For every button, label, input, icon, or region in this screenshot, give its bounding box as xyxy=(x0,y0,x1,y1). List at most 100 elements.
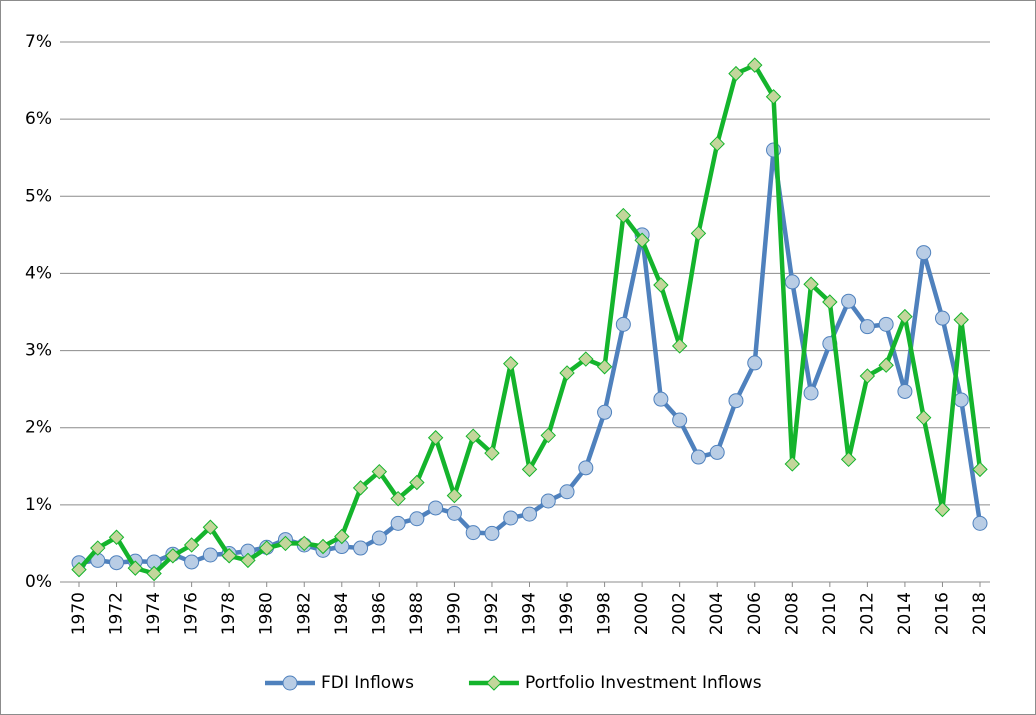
point xyxy=(615,316,631,332)
point xyxy=(953,312,969,328)
legend-marker xyxy=(282,675,298,691)
point xyxy=(371,463,388,480)
x-tick-label: 1990 xyxy=(444,592,464,635)
point xyxy=(559,484,575,500)
point xyxy=(841,293,857,309)
x-tick-label: 1984 xyxy=(332,592,352,635)
x-tick-label: 1994 xyxy=(520,592,540,635)
point xyxy=(390,490,406,507)
point xyxy=(352,480,369,496)
point xyxy=(202,519,219,535)
point xyxy=(259,540,275,556)
point xyxy=(446,505,462,521)
x-tick-label: 2018 xyxy=(970,592,990,635)
point xyxy=(409,511,425,527)
point xyxy=(183,537,200,553)
point xyxy=(709,444,725,460)
point xyxy=(540,427,556,444)
y-tick-label: 2% xyxy=(25,418,52,438)
point xyxy=(822,294,838,310)
x-tick-label: 2010 xyxy=(820,592,840,635)
point xyxy=(503,355,519,372)
point xyxy=(371,530,387,546)
point xyxy=(765,89,782,105)
point xyxy=(521,461,538,478)
point xyxy=(559,365,575,381)
point xyxy=(484,445,500,461)
point xyxy=(897,308,913,325)
point xyxy=(653,391,669,407)
point xyxy=(690,225,707,242)
point xyxy=(146,565,162,582)
point xyxy=(240,552,256,569)
point xyxy=(108,529,125,545)
point xyxy=(972,461,988,478)
x-tick-label: 1976 xyxy=(182,592,202,635)
point xyxy=(653,277,669,293)
point xyxy=(428,500,444,516)
x-tick-label: 1974 xyxy=(144,592,164,635)
point xyxy=(878,357,894,373)
legend-label: FDI Inflows xyxy=(321,673,414,693)
point xyxy=(221,548,237,564)
x-tick-label: 1988 xyxy=(407,592,427,635)
point xyxy=(484,525,500,541)
point xyxy=(202,547,218,563)
point xyxy=(859,368,876,384)
y-tick-label: 7% xyxy=(25,32,52,52)
x-tick-label: 2008 xyxy=(782,592,802,635)
point xyxy=(597,404,613,420)
point xyxy=(184,554,200,570)
point xyxy=(465,525,481,541)
point xyxy=(878,316,894,332)
x-tick-label: 1982 xyxy=(294,592,314,635)
point xyxy=(503,510,519,526)
x-tick-label: 1992 xyxy=(482,592,502,635)
point xyxy=(465,428,481,444)
point xyxy=(728,393,744,409)
x-tick-label: 2000 xyxy=(632,592,652,635)
point xyxy=(578,351,594,367)
x-tick-label: 1978 xyxy=(219,592,239,635)
point xyxy=(634,232,650,248)
point xyxy=(972,515,988,531)
y-tick-label: 5% xyxy=(25,186,52,206)
point xyxy=(747,355,763,371)
point xyxy=(953,392,969,408)
point xyxy=(296,535,312,552)
x-tick-label: 2004 xyxy=(707,592,727,635)
point xyxy=(728,65,744,82)
x-tick-label: 1980 xyxy=(257,592,277,635)
point xyxy=(672,412,688,428)
point xyxy=(916,245,932,261)
x-tick-label: 1970 xyxy=(69,592,89,635)
point xyxy=(803,385,819,401)
point xyxy=(615,207,632,224)
point xyxy=(596,359,613,375)
point xyxy=(934,501,951,518)
point xyxy=(522,506,537,522)
point xyxy=(803,276,819,292)
point xyxy=(540,493,556,509)
x-tick-label: 2014 xyxy=(895,592,915,635)
point xyxy=(390,515,406,531)
x-tick-label: 1972 xyxy=(107,592,127,635)
point xyxy=(934,310,950,326)
point xyxy=(840,451,857,468)
y-tick-label: 0% xyxy=(25,572,52,592)
point xyxy=(690,449,706,465)
point xyxy=(784,274,800,290)
point xyxy=(165,548,181,564)
point xyxy=(127,560,144,576)
point xyxy=(427,430,444,446)
x-tick-label: 2002 xyxy=(670,592,690,635)
x-tick-label: 1996 xyxy=(557,592,577,635)
x-tick-label: 2006 xyxy=(745,592,765,635)
y-tick-label: 1% xyxy=(25,495,52,515)
point xyxy=(671,338,688,354)
point xyxy=(578,460,594,476)
point xyxy=(71,561,87,578)
point xyxy=(409,474,425,491)
y-tick-label: 6% xyxy=(25,109,52,129)
